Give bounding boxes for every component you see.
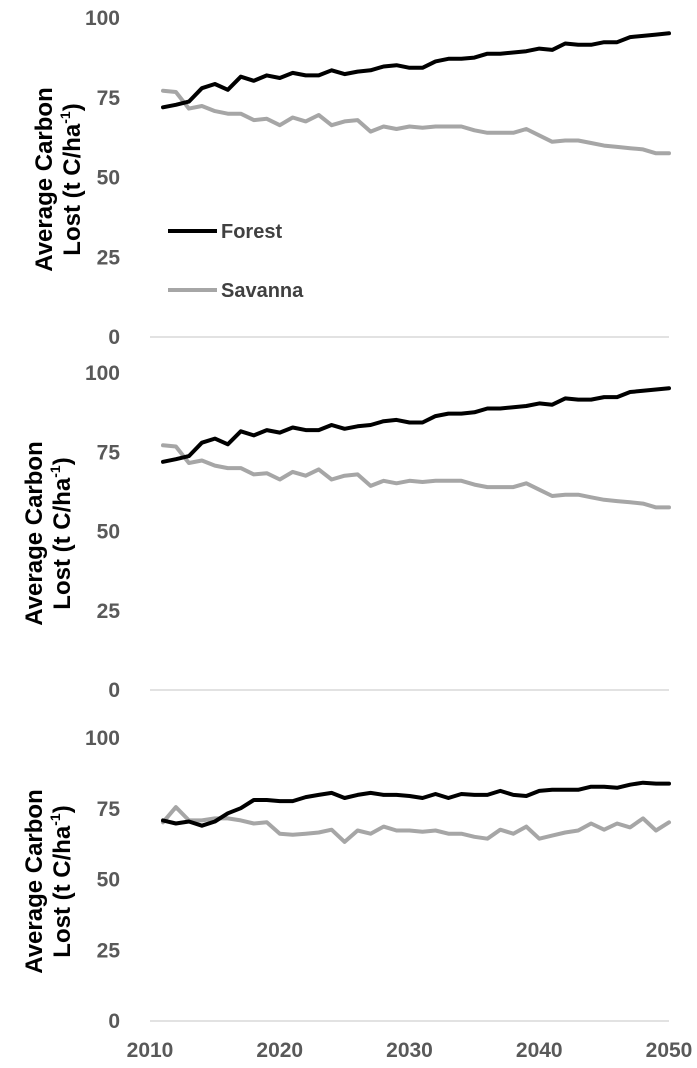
- x-tick-label: 2020: [256, 1039, 303, 1062]
- y-tick-label: 0: [108, 679, 120, 702]
- y-tick-label: 25: [97, 939, 121, 962]
- x-tick-label: 2050: [646, 1039, 693, 1062]
- y-axis-label-superscript: -1: [57, 111, 73, 124]
- series-line-savanna: [161, 88, 671, 156]
- y-tick-label: 0: [108, 326, 120, 349]
- series-line-savanna: [161, 443, 671, 510]
- legend-label-forest: Forest: [221, 221, 282, 243]
- series-line-forest: [161, 780, 671, 828]
- y-tick-label: 50: [97, 869, 120, 892]
- y-tick-label: 50: [97, 167, 120, 190]
- y-tick-label: 100: [85, 727, 120, 750]
- series-line-forest: [161, 386, 671, 464]
- y-tick-label: 0: [108, 1010, 120, 1033]
- y-axis-label-close: ): [49, 457, 76, 465]
- y-axis-label-main: Lost (t C/ha: [49, 477, 76, 610]
- legend-label-savanna: Savanna: [221, 280, 304, 302]
- x-tick-label: 2030: [386, 1039, 433, 1062]
- y-axis-label-superscript: -1: [47, 813, 63, 826]
- y-axis-label-line-2: Lost (t C/ha-1): [47, 457, 76, 609]
- y-axis-label-line-1: Average Carbon: [21, 789, 48, 974]
- y-axis-label: Average CarbonLost (t C/ha-1): [31, 87, 86, 272]
- y-tick-label: 50: [97, 521, 120, 544]
- series-line-savanna: [161, 805, 671, 844]
- y-axis-label-line-1: Average Carbon: [31, 87, 58, 272]
- chart-panel-middle: 0 25 50 75 100 Average CarbonLost (t C/ha-1): [21, 362, 671, 702]
- y-tick-label: 75: [97, 798, 121, 821]
- y-axis-label: Average CarbonLost (t C/ha-1): [21, 789, 76, 974]
- y-tick-label: 25: [97, 246, 121, 269]
- y-axis-label-close: ): [59, 103, 86, 111]
- x-tick-label: 2040: [516, 1039, 563, 1062]
- y-axis-label-main: Lost (t C/ha: [49, 825, 76, 958]
- y-axis-label-line-1: Average Carbon: [21, 441, 48, 626]
- y-axis-label-close: ): [49, 805, 76, 813]
- y-axis-label-line-2: Lost (t C/ha-1): [57, 103, 86, 255]
- y-axis-label-line-2: Lost (t C/ha-1): [47, 805, 76, 957]
- chart-panel-top: 0 25 50 75 100 Average CarbonLost (t C/ha-1) F…: [31, 7, 671, 349]
- y-axis-label-main: Lost (t C/ha: [59, 123, 86, 256]
- y-axis-label: Average CarbonLost (t C/ha-1): [21, 441, 76, 626]
- y-axis-label-superscript: -1: [47, 465, 63, 478]
- y-tick-label: 25: [97, 600, 121, 623]
- y-tick-label: 100: [85, 7, 120, 30]
- chart-panel-bottom: 0 25 50 75 100 2010 2020 2030 2040 2050 Average Ca…: [21, 727, 692, 1062]
- x-tick-label: 2010: [127, 1039, 174, 1062]
- y-tick-label: 75: [97, 87, 121, 110]
- y-tick-label: 75: [97, 441, 121, 464]
- series-line-forest: [161, 31, 671, 110]
- y-tick-label: 100: [85, 362, 120, 385]
